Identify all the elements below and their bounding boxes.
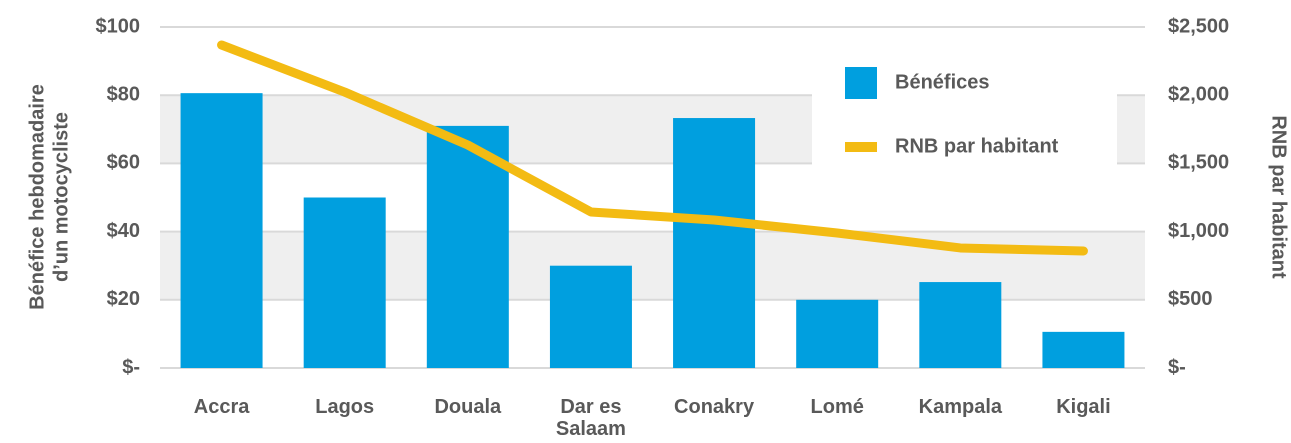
bar xyxy=(796,299,879,368)
bar xyxy=(1042,331,1125,368)
y2-tick-label: $- xyxy=(1168,356,1186,378)
y-tick-label: $80 xyxy=(107,83,140,105)
x-tick-label: Kigali xyxy=(1056,396,1111,418)
y-axis-title: d’un motocycliste xyxy=(50,112,72,282)
y2-axis-title: RNB par habitant xyxy=(1268,115,1290,279)
bar xyxy=(303,197,386,368)
legend-swatch xyxy=(845,142,877,152)
x-tick-label: Lomé xyxy=(810,396,864,418)
x-tick-label: Dar es Salaam xyxy=(555,396,626,440)
bar xyxy=(426,125,509,368)
y-axis-title: Bénéfice hebdomadaire xyxy=(26,84,48,310)
y-tick-label: $100 xyxy=(96,15,141,37)
bar xyxy=(180,93,263,369)
y2-tick-label: $2,000 xyxy=(1168,83,1229,105)
legend-box xyxy=(812,30,1117,192)
y2-tick-label: $2,500 xyxy=(1168,15,1229,37)
legend-swatch xyxy=(845,67,877,99)
y-tick-label: $20 xyxy=(107,288,140,310)
y-tick-label: $- xyxy=(122,356,140,378)
legend-label: Bénéfices xyxy=(895,71,990,93)
y-tick-label: $40 xyxy=(107,220,140,242)
bar xyxy=(919,282,1002,368)
x-tick-label: Kampala xyxy=(918,396,1002,418)
x-tick-label: Lagos xyxy=(315,396,375,418)
x-tick-label: Accra xyxy=(193,396,250,418)
legend-label: RNB par habitant xyxy=(895,135,1059,157)
x-tick-label: Conakry xyxy=(674,396,755,418)
bar xyxy=(673,118,756,368)
line xyxy=(217,40,1088,256)
y2-tick-label: $1,000 xyxy=(1168,220,1229,242)
x-tick-label: Douala xyxy=(434,396,502,418)
y-tick-label: $60 xyxy=(107,152,140,174)
y2-tick-label: $1,500 xyxy=(1168,152,1229,174)
y2-tick-label: $500 xyxy=(1168,288,1213,310)
bar xyxy=(549,265,632,368)
